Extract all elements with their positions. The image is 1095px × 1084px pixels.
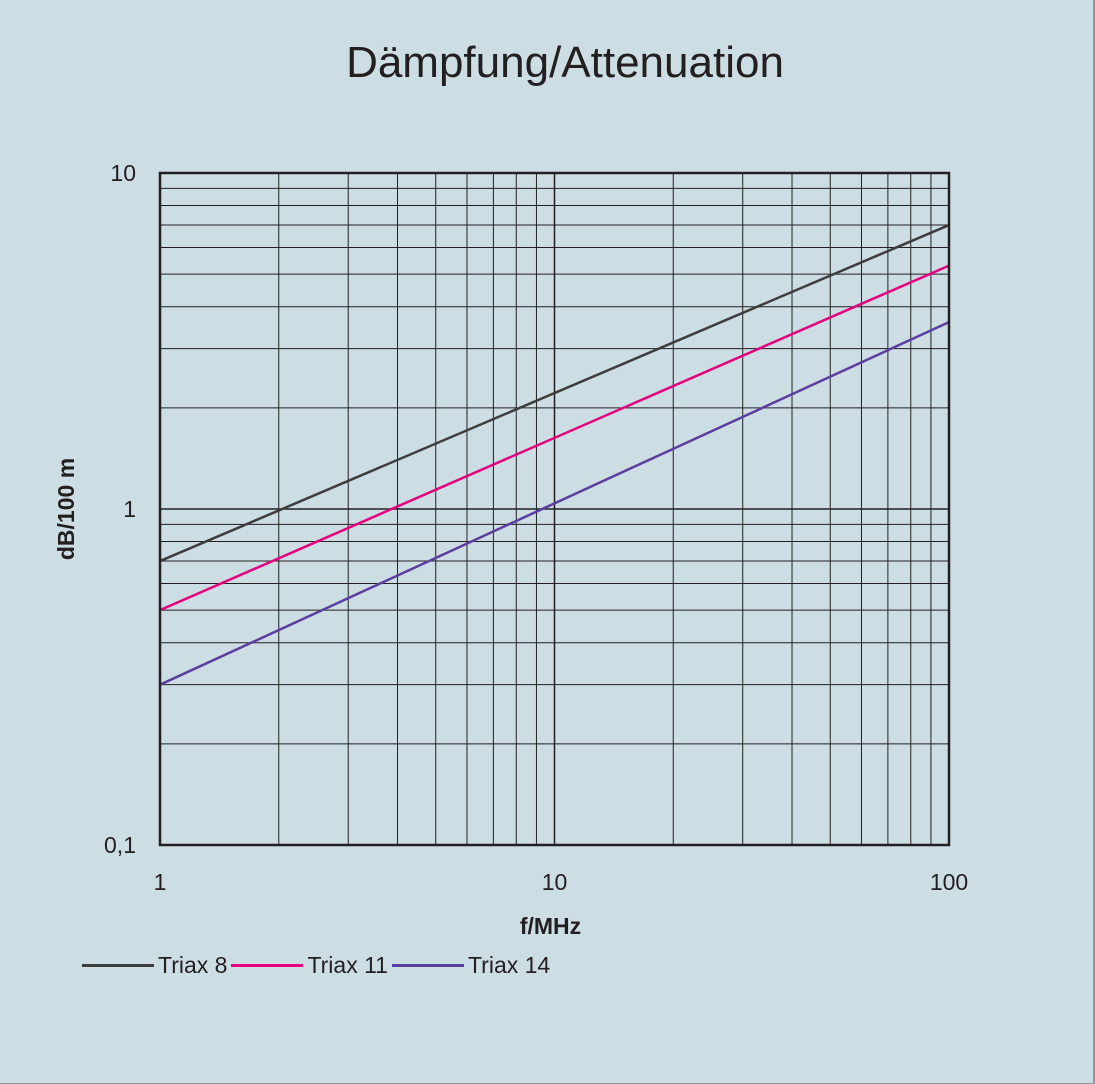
series-line-triax-8 [159, 223, 950, 563]
legend-item: Triax 11 [231, 952, 388, 979]
legend-item: Triax 8 [82, 952, 227, 979]
legend: Triax 8 Triax 11 Triax 14 [82, 945, 554, 985]
x-tick-label: 1 [154, 869, 167, 895]
series-line-triax-14 [159, 320, 950, 686]
series-lines [159, 223, 950, 686]
x-tick-label: 10 [542, 869, 568, 895]
grid-lines [159, 172, 950, 846]
x-axis-title: f/MHz [520, 913, 581, 939]
tick-labels: 1 10 100 0,1 1 10 [104, 160, 968, 895]
legend-label: Triax 8 [158, 951, 228, 978]
plot-frame [158, 171, 951, 847]
series-line-triax-11 [159, 264, 950, 612]
x-tick-label: 100 [930, 869, 968, 895]
y-tick-label: 0,1 [104, 832, 136, 858]
y-tick-label: 1 [123, 496, 136, 522]
legend-label: Triax 14 [467, 951, 551, 978]
chart-title: Dämpfung/Attenuation [346, 38, 784, 87]
y-tick-label: 10 [110, 160, 136, 186]
legend-swatch [391, 963, 464, 967]
legend-item: Triax 14 [391, 951, 551, 979]
legend-label: Triax 11 [307, 951, 388, 978]
y-axis-title: dB/100 m [53, 458, 79, 560]
legend-swatch [231, 963, 304, 967]
legend-swatch [82, 963, 154, 967]
